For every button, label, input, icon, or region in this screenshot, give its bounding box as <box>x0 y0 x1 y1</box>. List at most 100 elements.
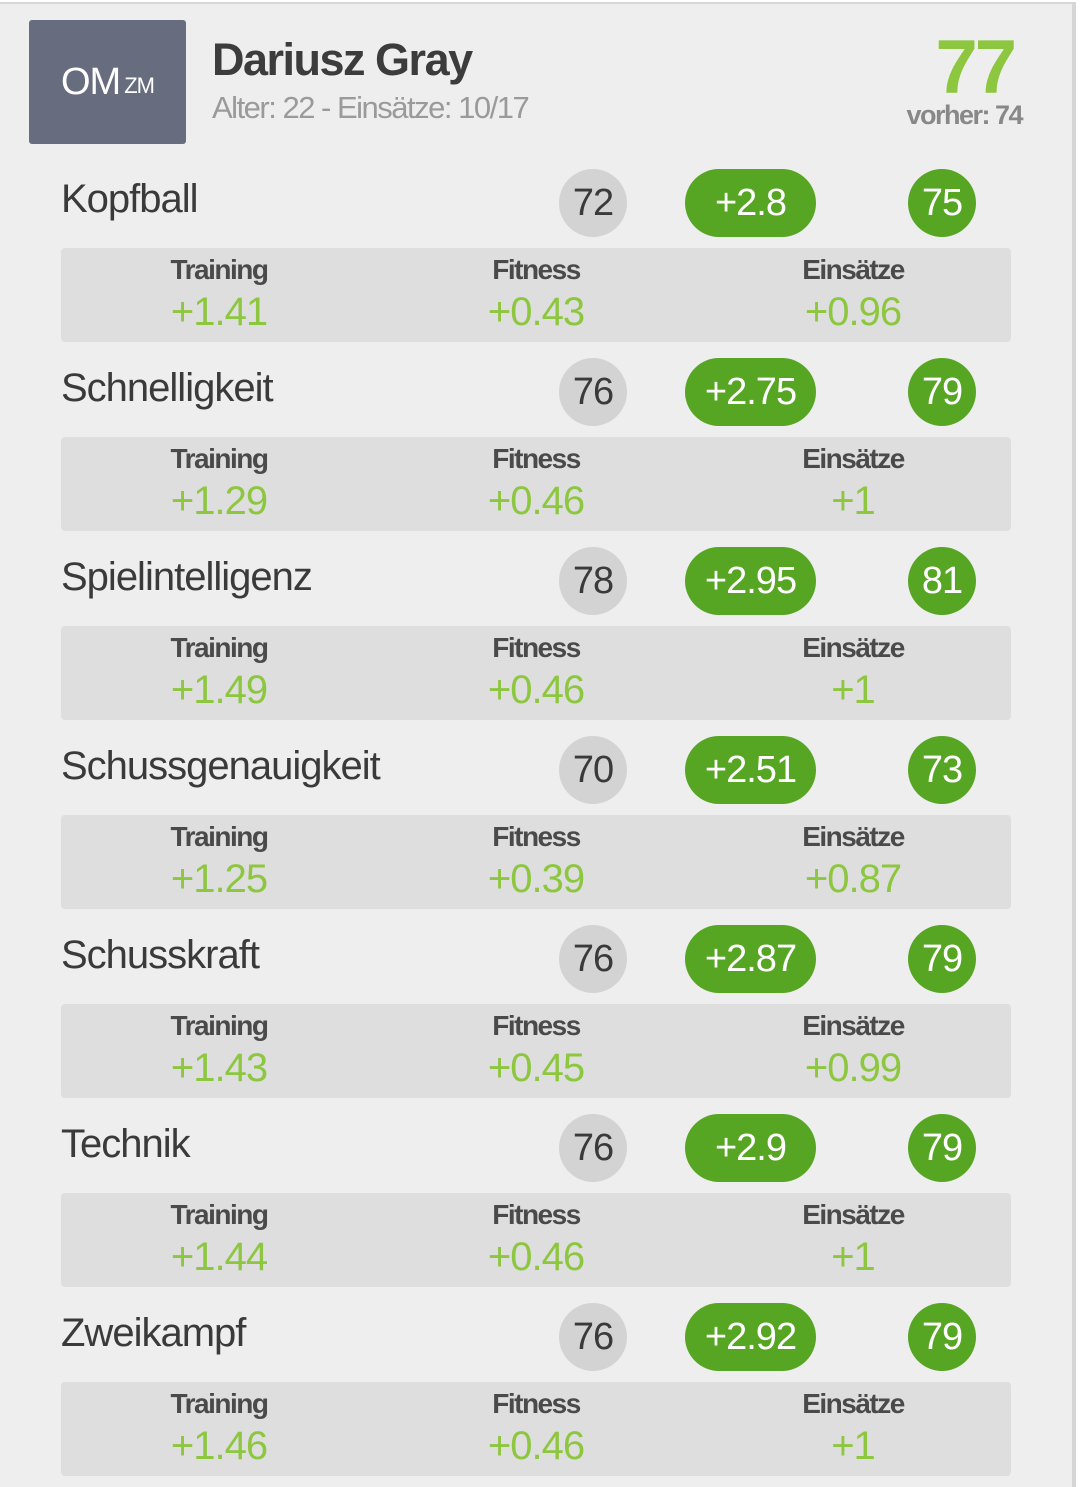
attribute-name: Spielintelligenz <box>61 555 313 599</box>
old-value-badge: 76 <box>559 925 627 993</box>
training-label: Training <box>170 821 269 852</box>
attribute-breakdown: Training +1.44 Fitness +0.46 Einsätze +1 <box>61 1193 1011 1287</box>
old-value-badge: 78 <box>559 547 627 615</box>
matches-value: +1 <box>831 1424 876 1468</box>
fitness-column: Fitness +0.46 <box>378 437 694 531</box>
training-label: Training <box>170 443 269 474</box>
matches-label: Einsätze <box>802 1010 905 1041</box>
gain-pill: +2.9 <box>685 1114 816 1182</box>
training-value: +1.49 <box>170 668 268 712</box>
training-column: Training +1.29 <box>61 437 377 531</box>
attribute-name: Schusskraft <box>61 933 260 977</box>
matches-column: Einsätze +1 <box>695 437 1011 531</box>
new-value-badge: 79 <box>908 1303 976 1371</box>
matches-label: Einsätze <box>802 632 905 663</box>
fitness-column: Fitness +0.45 <box>378 1004 694 1098</box>
fitness-column: Fitness +0.39 <box>378 815 694 909</box>
training-column: Training +1.25 <box>61 815 377 909</box>
player-meta: Alter: 22 - Einsätze: 10/17 <box>212 90 530 125</box>
old-value-badge: 70 <box>559 736 627 804</box>
matches-label: Einsätze <box>802 1388 905 1419</box>
training-column: Training +1.43 <box>61 1004 377 1098</box>
matches-column: Einsätze +0.87 <box>695 815 1011 909</box>
training-label: Training <box>170 1199 269 1230</box>
attribute-name: Technik <box>61 1122 191 1166</box>
new-value-badge: 79 <box>908 358 976 426</box>
attribute-name: Kopfball <box>61 177 199 221</box>
old-value-badge: 76 <box>559 1303 627 1371</box>
matches-value: +0.87 <box>804 857 902 901</box>
matches-label: Einsätze <box>802 443 905 474</box>
matches-label: Einsätze <box>802 254 905 285</box>
matches-value: +0.99 <box>804 1046 902 1090</box>
attribute-row-schussgenauigkeit: Schussgenauigkeit 70 +2.51 73 <box>0 734 1080 806</box>
fitness-label: Fitness <box>492 1388 581 1419</box>
fitness-column: Fitness +0.46 <box>378 1382 694 1476</box>
new-value-badge: 75 <box>908 169 976 237</box>
old-value-badge: 76 <box>559 1114 627 1182</box>
new-value-badge: 79 <box>908 1114 976 1182</box>
matches-column: Einsätze +1 <box>695 1382 1011 1476</box>
training-label: Training <box>170 1010 269 1041</box>
fitness-value: +0.39 <box>487 857 585 901</box>
matches-column: Einsätze +1 <box>695 1193 1011 1287</box>
fitness-value: +0.46 <box>487 479 585 523</box>
attribute-row-zweikampf: Zweikampf 76 +2.92 79 <box>0 1301 1080 1373</box>
player-name[interactable]: Dariusz Gray <box>212 34 473 85</box>
gain-pill: +2.95 <box>685 547 816 615</box>
fitness-label: Fitness <box>492 1010 581 1041</box>
fitness-label: Fitness <box>492 1199 581 1230</box>
fitness-label: Fitness <box>492 632 581 663</box>
matches-value: +1 <box>831 479 876 523</box>
gain-pill: +2.8 <box>685 169 816 237</box>
attribute-row-schusskraft: Schusskraft 76 +2.87 79 <box>0 923 1080 995</box>
gain-pill: +2.51 <box>685 736 816 804</box>
fitness-value: +0.46 <box>487 1235 585 1279</box>
training-value: +1.25 <box>170 857 268 901</box>
attribute-breakdown: Training +1.29 Fitness +0.46 Einsätze +1 <box>61 437 1011 531</box>
matches-label: Einsätze <box>802 1199 905 1230</box>
training-value: +1.46 <box>170 1424 268 1468</box>
matches-column: Einsätze +1 <box>695 626 1011 720</box>
attribute-breakdown: Training +1.25 Fitness +0.39 Einsätze +0… <box>61 815 1011 909</box>
new-value-badge: 79 <box>908 925 976 993</box>
matches-value: +1 <box>831 1235 876 1279</box>
matches-value: +1 <box>831 668 876 712</box>
training-column: Training +1.49 <box>61 626 377 720</box>
previous-rating: vorher: 74 <box>906 100 1023 130</box>
matches-column: Einsätze +0.96 <box>695 248 1011 342</box>
training-column: Training +1.41 <box>61 248 377 342</box>
attribute-row-spielintelligenz: Spielintelligenz 78 +2.95 81 <box>0 545 1080 617</box>
fitness-column: Fitness +0.46 <box>378 626 694 720</box>
matches-value: +0.96 <box>804 290 902 334</box>
fitness-value: +0.43 <box>487 290 585 334</box>
fitness-label: Fitness <box>492 443 581 474</box>
fitness-value: +0.46 <box>487 1424 585 1468</box>
training-label: Training <box>170 254 269 285</box>
gain-pill: +2.92 <box>685 1303 816 1371</box>
fitness-label: Fitness <box>492 821 581 852</box>
position-secondary: ZM <box>124 73 155 98</box>
fitness-value: +0.46 <box>487 668 585 712</box>
attribute-row-kopfball: Kopfball 72 +2.8 75 <box>0 167 1080 239</box>
attribute-name: Schussgenauigkeit <box>61 744 381 788</box>
new-value-badge: 73 <box>908 736 976 804</box>
matches-column: Einsätze +0.99 <box>695 1004 1011 1098</box>
gain-pill: +2.87 <box>685 925 816 993</box>
fitness-column: Fitness +0.43 <box>378 248 694 342</box>
old-value-badge: 76 <box>559 358 627 426</box>
training-value: +1.29 <box>170 479 268 523</box>
attribute-row-technik: Technik 76 +2.9 79 <box>0 1112 1080 1184</box>
matches-label: Einsätze <box>802 821 905 852</box>
new-value-badge: 81 <box>908 547 976 615</box>
training-value: +1.43 <box>170 1046 268 1090</box>
fitness-column: Fitness +0.46 <box>378 1193 694 1287</box>
gain-pill: +2.75 <box>685 358 816 426</box>
old-value-badge: 72 <box>559 169 627 237</box>
attribute-row-schnelligkeit: Schnelligkeit 76 +2.75 79 <box>0 356 1080 428</box>
attribute-breakdown: Training +1.49 Fitness +0.46 Einsätze +1 <box>61 626 1011 720</box>
training-label: Training <box>170 1388 269 1419</box>
training-label: Training <box>170 632 269 663</box>
attribute-breakdown: Training +1.46 Fitness +0.46 Einsätze +1 <box>61 1382 1011 1476</box>
